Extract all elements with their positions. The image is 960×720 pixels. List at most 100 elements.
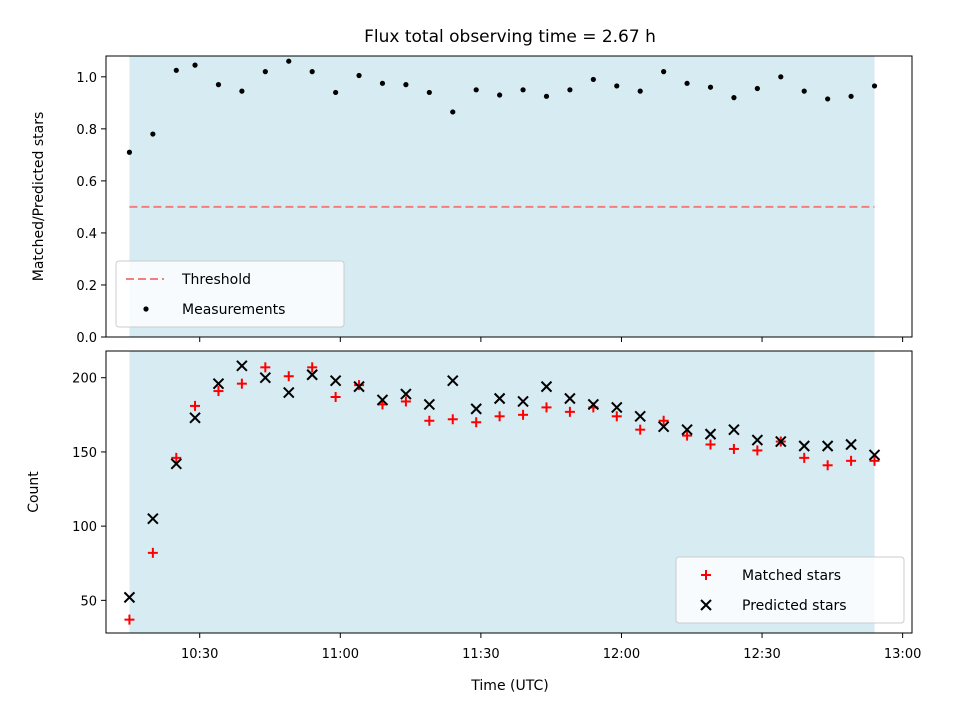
data-point — [567, 87, 573, 93]
data-point — [845, 438, 857, 451]
data-point — [868, 449, 881, 461]
legend-label: Threshold — [181, 272, 251, 288]
top-panel: 0.0 0.2 0.4 0.6 0.8 1.0 Matched/Predicted star… — [31, 55, 913, 346]
chart-title: Flux total observing time = 2.67 h — [364, 27, 656, 47]
data-point — [306, 369, 318, 381]
data-point — [447, 414, 458, 425]
data-point — [147, 513, 159, 525]
data-point — [260, 362, 271, 373]
data-point — [471, 417, 482, 428]
data-point — [190, 400, 201, 411]
data-point — [173, 67, 179, 73]
data-point — [637, 88, 643, 94]
data-point — [170, 458, 182, 470]
data-point — [728, 443, 739, 454]
x-axis-label: Time (UTC) — [470, 678, 548, 694]
data-point — [356, 72, 362, 79]
data-point — [150, 131, 156, 137]
data-point — [330, 392, 341, 403]
data-point — [215, 82, 222, 88]
data-point — [681, 423, 693, 436]
data-point — [376, 394, 389, 406]
legend-label: Predicted stars — [742, 598, 847, 614]
axes-frame — [105, 350, 913, 634]
data-point — [171, 452, 182, 463]
legend-label: Measurements — [182, 302, 285, 318]
data-point — [309, 69, 315, 75]
y-tick-label: 100 — [72, 520, 97, 535]
legend: Threshold Measurements — [115, 260, 345, 328]
data-point — [259, 372, 272, 384]
data-point — [778, 74, 784, 80]
y-tick-label: 0.4 — [76, 227, 97, 242]
y-tick-label: 200 — [72, 372, 97, 387]
data-point — [189, 412, 201, 424]
data-point — [751, 434, 764, 446]
y-axis-label: Count — [26, 471, 42, 513]
y-tick-label: 150 — [72, 446, 97, 461]
data-point — [426, 89, 432, 96]
data-point — [126, 149, 133, 155]
y-tick-label: 0.0 — [76, 331, 97, 346]
data-point — [379, 80, 386, 86]
y-tick-label: 0.2 — [76, 279, 97, 294]
data-point — [848, 93, 854, 99]
data-point — [634, 410, 646, 423]
data-point — [447, 374, 459, 387]
data-point — [682, 430, 693, 441]
data-point — [236, 378, 247, 389]
legend-label: Matched stars — [742, 568, 841, 584]
data-point — [192, 62, 198, 68]
data-point — [307, 362, 318, 373]
data-point — [775, 435, 787, 448]
x-tick-label: 12:00 — [603, 647, 640, 662]
data-point — [473, 87, 479, 93]
data-point — [728, 423, 740, 436]
data-point — [286, 58, 292, 64]
data-point — [825, 96, 831, 102]
data-point — [493, 392, 506, 405]
data-point — [353, 380, 365, 393]
data-point — [871, 83, 878, 89]
data-point — [869, 455, 880, 466]
data-point — [283, 386, 295, 399]
data-point — [423, 398, 436, 411]
data-point — [611, 401, 623, 414]
x-tick-label: 12:30 — [743, 647, 780, 662]
x-tick-label: 10:30 — [181, 647, 218, 662]
data-point — [658, 415, 669, 426]
data-point — [707, 84, 714, 90]
data-point — [520, 87, 526, 93]
data-point — [403, 82, 409, 88]
data-point — [798, 440, 810, 452]
y-axis-label: Matched/Predicted stars — [31, 112, 47, 282]
data-point — [614, 83, 620, 89]
x-tick-label: 11:00 — [322, 647, 359, 662]
data-point — [731, 95, 737, 101]
data-point — [543, 93, 550, 99]
y-tick-label: 50 — [80, 594, 97, 609]
data-point — [587, 398, 600, 411]
data-point — [124, 614, 135, 625]
data-point — [239, 88, 245, 94]
x-tick-label: 11:30 — [462, 647, 499, 662]
x-tick-label: 13:00 — [884, 647, 921, 662]
data-point — [540, 380, 553, 393]
data-point — [635, 424, 646, 435]
legend: Matched stars Predicted stars — [675, 556, 905, 624]
data-point — [236, 360, 248, 372]
data-point — [424, 415, 435, 426]
data-point — [400, 388, 412, 400]
data-point — [846, 455, 857, 466]
data-point — [518, 409, 529, 420]
data-point — [517, 395, 529, 408]
axes-frame — [105, 55, 913, 338]
data-point — [684, 80, 690, 86]
data-point — [704, 428, 717, 440]
data-point — [283, 371, 294, 382]
data-point — [497, 92, 503, 98]
data-point — [147, 547, 158, 558]
data-point — [752, 445, 763, 456]
data-point — [123, 591, 136, 604]
data-point — [661, 69, 667, 75]
